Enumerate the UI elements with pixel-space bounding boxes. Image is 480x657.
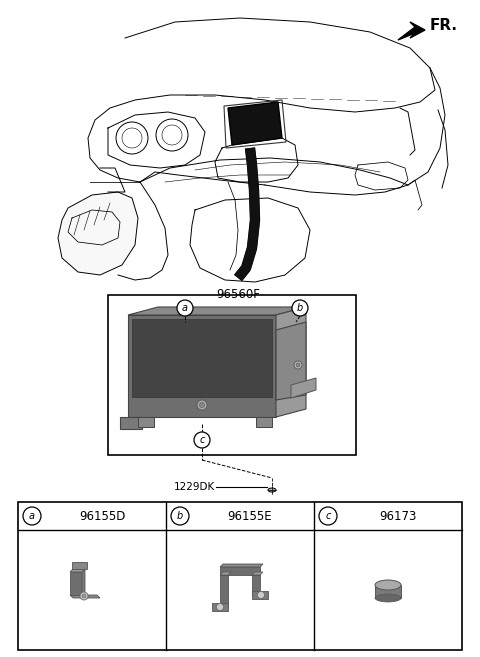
Polygon shape <box>398 22 425 40</box>
Circle shape <box>80 592 88 600</box>
Ellipse shape <box>375 594 401 602</box>
Polygon shape <box>108 295 356 455</box>
Circle shape <box>292 300 308 316</box>
Polygon shape <box>220 572 231 575</box>
Text: a: a <box>182 303 188 313</box>
Text: a: a <box>29 511 35 521</box>
Polygon shape <box>228 102 282 145</box>
Polygon shape <box>70 572 82 595</box>
Polygon shape <box>276 307 306 417</box>
Circle shape <box>23 507 41 525</box>
Polygon shape <box>82 569 85 595</box>
Text: c: c <box>325 511 331 521</box>
Polygon shape <box>220 567 260 575</box>
Polygon shape <box>252 591 268 599</box>
Text: FR.: FR. <box>430 18 458 32</box>
Polygon shape <box>58 192 138 275</box>
Circle shape <box>216 604 224 610</box>
Polygon shape <box>291 378 316 398</box>
Circle shape <box>257 591 264 599</box>
Circle shape <box>200 403 204 407</box>
Polygon shape <box>276 322 306 400</box>
Ellipse shape <box>268 488 276 492</box>
Circle shape <box>171 507 189 525</box>
Circle shape <box>194 432 210 448</box>
Text: 96155D: 96155D <box>79 509 125 522</box>
Text: c: c <box>199 435 204 445</box>
Ellipse shape <box>375 580 401 590</box>
Polygon shape <box>138 417 154 427</box>
Polygon shape <box>220 575 228 607</box>
Polygon shape <box>120 417 142 429</box>
Text: 96173: 96173 <box>379 509 417 522</box>
Circle shape <box>177 300 193 316</box>
Polygon shape <box>256 417 272 427</box>
Polygon shape <box>252 575 260 595</box>
Text: 96560F: 96560F <box>216 288 260 301</box>
Text: b: b <box>297 303 303 313</box>
Circle shape <box>82 594 86 598</box>
Polygon shape <box>128 307 306 315</box>
Polygon shape <box>72 562 87 569</box>
Text: 1229DK: 1229DK <box>174 482 215 492</box>
Polygon shape <box>70 595 100 598</box>
Polygon shape <box>18 502 462 650</box>
Polygon shape <box>252 572 263 575</box>
Circle shape <box>296 363 300 367</box>
Polygon shape <box>220 564 263 567</box>
Circle shape <box>294 361 302 369</box>
Circle shape <box>197 400 207 410</box>
Polygon shape <box>375 585 401 598</box>
Circle shape <box>319 507 337 525</box>
Text: 96155E: 96155E <box>228 509 272 522</box>
Text: b: b <box>177 511 183 521</box>
Polygon shape <box>128 315 276 417</box>
Polygon shape <box>212 603 228 611</box>
Polygon shape <box>132 319 272 397</box>
Polygon shape <box>70 569 85 572</box>
